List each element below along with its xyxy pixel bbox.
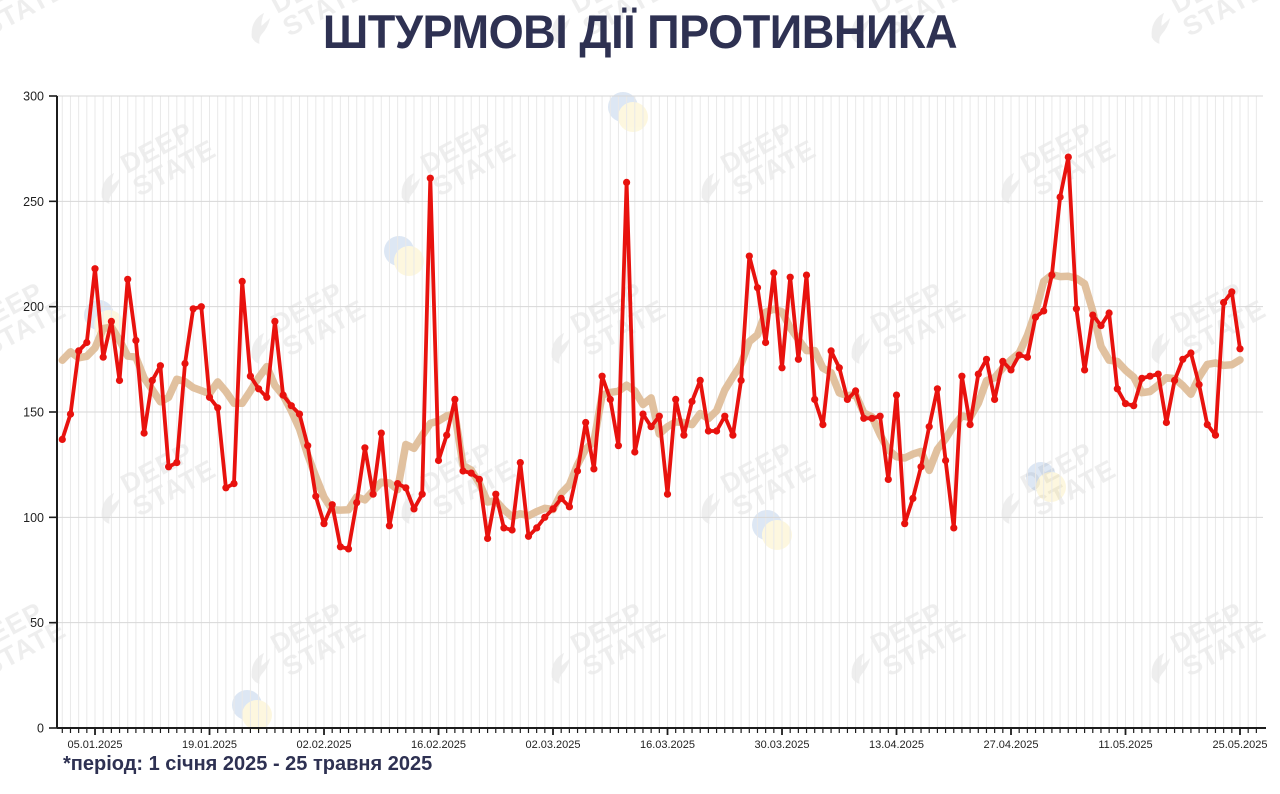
period-footnote: *період: 1 січня 2025 - 25 травня 2025 (63, 753, 433, 775)
x-tick-label: 02.03.2025 (525, 739, 580, 751)
y-tick-label: 300 (23, 90, 44, 104)
y-tick-label: 200 (23, 300, 44, 314)
y-tick-label: 150 (23, 406, 44, 420)
tick-labels: 0 50 100 150 200 250 300 05.01.2025 19.01.2025 02… (23, 90, 1267, 752)
page-title: ШТУРМОВІ ДІЇ ПРОТИВНИКА (322, 5, 958, 58)
x-tick-label: 25.05.2025 (1212, 739, 1267, 751)
x-tick-label: 05.01.2025 (67, 739, 122, 751)
x-tick-label: 19.01.2025 (182, 739, 237, 751)
x-tick-label: 13.04.2025 (869, 739, 924, 751)
axes (49, 95, 1266, 735)
y-tick-label: 0 (37, 722, 44, 736)
x-tick-label: 30.03.2025 (754, 739, 809, 751)
x-tick-label: 02.02.2025 (296, 739, 351, 751)
x-tick-label: 16.03.2025 (640, 739, 695, 751)
x-tick-label: 16.02.2025 (411, 739, 466, 751)
moving-average-line (58, 271, 1244, 521)
x-tick-label: 11.05.2025 (1098, 739, 1152, 751)
daily-series-points (58, 153, 1244, 553)
y-tick-label: 100 (23, 511, 44, 525)
x-tick-label: 27.04.2025 (983, 739, 1038, 751)
y-tick-label: 250 (23, 195, 44, 209)
y-tick-label: 50 (30, 616, 44, 630)
